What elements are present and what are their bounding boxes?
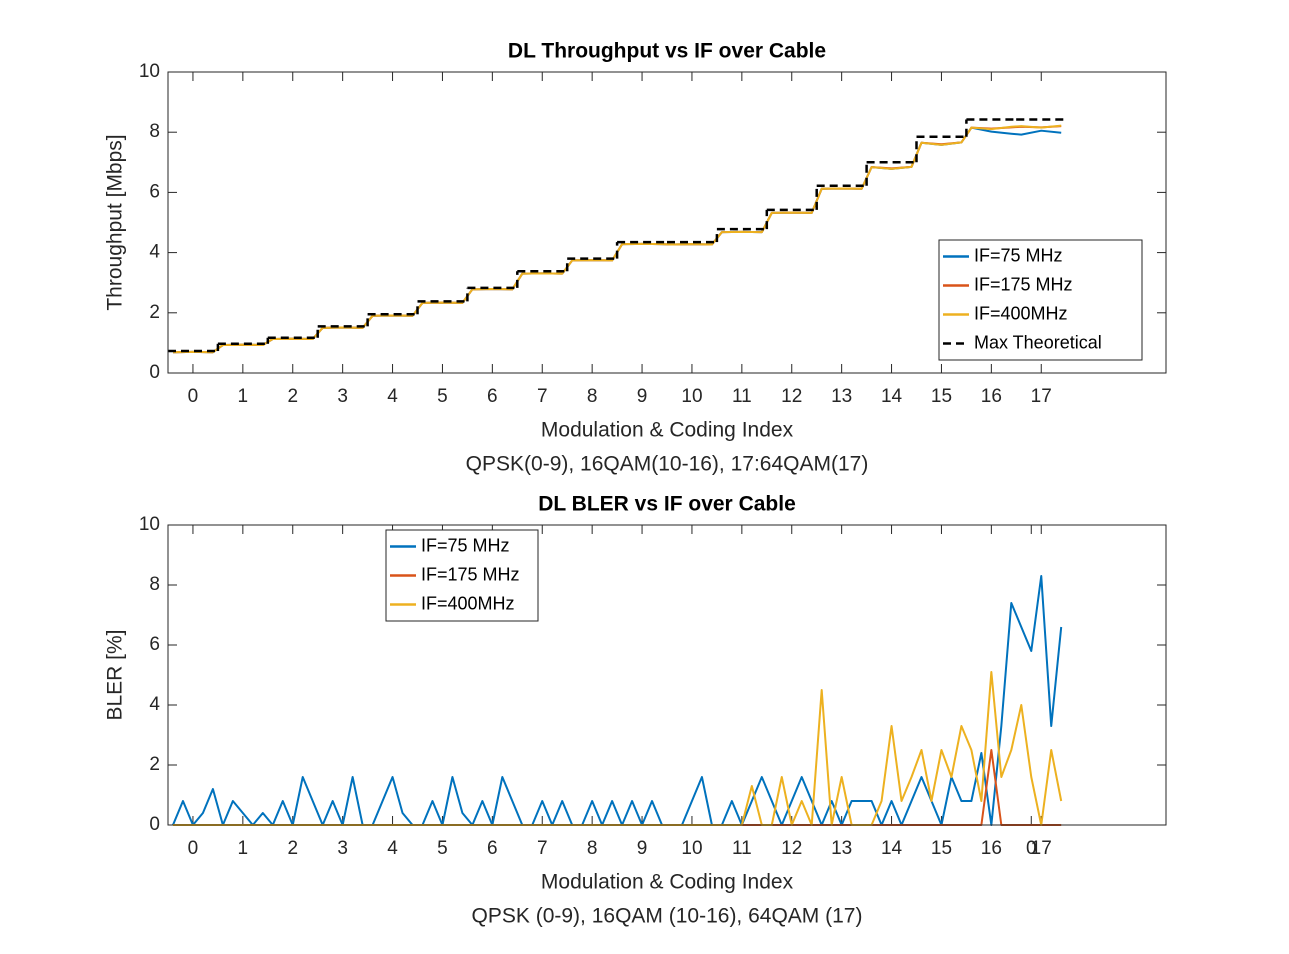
x-tick-label: 5 xyxy=(437,386,448,407)
x-tick-label: 16 xyxy=(981,386,1002,407)
x-tick-label: 7 xyxy=(537,838,548,859)
x-tick-label: 2 xyxy=(287,386,298,407)
x-tick-label: 3 xyxy=(337,838,348,859)
chart-title: DL BLER vs IF over Cable xyxy=(538,493,796,516)
x-tick-label: 5 xyxy=(437,838,448,859)
y-tick-label: 4 xyxy=(149,242,160,263)
x-tick-label: 6 xyxy=(487,386,498,407)
legend-label: IF=400MHz xyxy=(974,303,1068,323)
y-tick-label: 6 xyxy=(149,181,160,202)
y-tick-label: 0 xyxy=(149,362,160,383)
y-tick-label: 0 xyxy=(149,814,160,835)
x-tick-label: 9 xyxy=(637,838,648,859)
y-tick-label: 2 xyxy=(149,754,160,775)
x-tick-label: 0 xyxy=(188,838,199,859)
legend-box xyxy=(938,239,1143,361)
x-tick-label: 3 xyxy=(337,386,348,407)
x-tick-label: 17 xyxy=(1031,386,1052,407)
y-tick-label: 4 xyxy=(149,694,160,715)
legend-label: IF=175 MHz xyxy=(974,274,1073,294)
x-tick-label: 12 xyxy=(781,386,802,407)
plot-frame xyxy=(167,71,1167,374)
x-tick-label: 11 xyxy=(732,386,752,407)
legend: IF=75 MHz IF=175 MHz IF=400MHz Max Theoreti… xyxy=(938,239,1143,361)
x-tick-label: 7 xyxy=(537,386,548,407)
x-tick-label: 17 xyxy=(1031,838,1052,859)
y-tick-label: 10 xyxy=(139,514,160,535)
legend: IF=75 MHz IF=175 MHz IF=400MHz xyxy=(385,529,539,622)
y-tick-label: 8 xyxy=(149,574,160,595)
plot-frame xyxy=(167,524,1167,826)
x-axis-label: QPSK (0-9), 16QAM (10-16), 64QAM (17) xyxy=(472,905,863,928)
x-tick-label: 10 xyxy=(681,386,702,407)
x-tick-label: 4 xyxy=(387,386,398,407)
x-tick-label: 2 xyxy=(287,838,298,859)
x-tick-label: 6 xyxy=(487,838,498,859)
plot-area xyxy=(168,525,1166,825)
y-axis-label: Throughput [Mbps] xyxy=(104,134,127,310)
x-tick-label: 4 xyxy=(387,838,398,859)
legend-label: IF=75 MHz xyxy=(974,245,1063,265)
x-tick-label: 15 xyxy=(931,386,952,407)
series-line xyxy=(172,575,1063,826)
legend-label: Max Theoretical xyxy=(974,332,1102,352)
x-tick-label: 1 xyxy=(238,838,249,859)
y-tick-label: 6 xyxy=(149,634,160,655)
x-axis-label: Modulation & Coding Index xyxy=(541,419,794,442)
x-tick-label: 9 xyxy=(637,386,648,407)
x-tick-label: 8 xyxy=(587,386,598,407)
x-tick-label: 12 xyxy=(781,838,802,859)
x-tick-label: 15 xyxy=(931,838,952,859)
x-tick-label: 16 xyxy=(981,838,1002,859)
x-axis-label: Modulation & Coding Index xyxy=(541,871,794,894)
x-tick-label: 8 xyxy=(587,838,598,859)
legend-label: IF=75 MHz xyxy=(421,535,510,555)
x-tick-label: 1 xyxy=(238,386,249,407)
x-tick-label: 0 xyxy=(1026,838,1037,859)
y-axis-label: BLER [%] xyxy=(104,629,127,720)
legend-label: IF=400MHz xyxy=(421,593,515,613)
chart-title: DL Throughput vs IF over Cable xyxy=(508,40,826,63)
x-tick-label: 13 xyxy=(831,386,852,407)
y-tick-label: 8 xyxy=(149,121,160,142)
x-axis-label: QPSK(0-9), 16QAM(10-16), 17:64QAM(17) xyxy=(466,453,869,476)
x-tick-label: 0 xyxy=(188,386,199,407)
x-tick-label: 14 xyxy=(881,386,903,407)
legend-label: IF=175 MHz xyxy=(421,564,520,584)
x-tick-label: 14 xyxy=(881,838,903,859)
y-tick-label: 10 xyxy=(139,61,160,82)
x-tick-label: 10 xyxy=(681,838,702,859)
x-tick-label: 11 xyxy=(732,838,752,859)
x-tick-label: 13 xyxy=(831,838,852,859)
y-tick-label: 2 xyxy=(149,302,160,323)
